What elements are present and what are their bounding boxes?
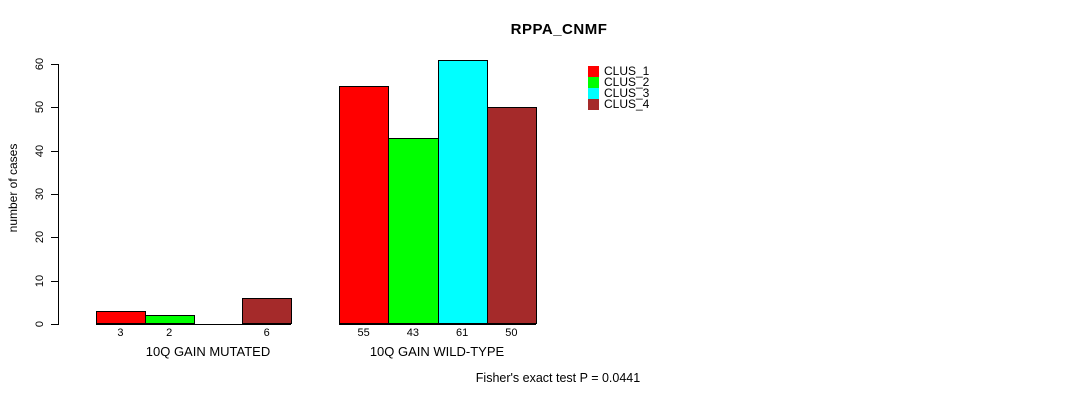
legend: CLUS_1 CLUS_2 CLUS_3 CLUS_4 xyxy=(588,64,650,111)
bar-clus_4 xyxy=(486,107,537,324)
legend-label: CLUS_2 xyxy=(604,75,650,89)
bar-count-label: 3 xyxy=(117,327,124,339)
x-axis-group-label: 10Q GAIN WILD-TYPE xyxy=(369,344,505,359)
bar-count-label: 2 xyxy=(166,327,173,339)
y-axis-tick-label: 0 xyxy=(34,320,46,328)
fisher-test-annotation: Fisher's exact test P = 0.0441 xyxy=(475,371,641,385)
legend-swatch-icon xyxy=(588,88,599,99)
legend-row: CLUS_2 xyxy=(588,75,650,89)
legend-label: CLUS_1 xyxy=(604,64,650,78)
bar-count-label: 61 xyxy=(456,327,469,339)
bar-clus_3 xyxy=(437,59,488,324)
y-axis-tick xyxy=(51,237,58,239)
legend-label: CLUS_4 xyxy=(604,97,650,111)
y-axis-tick-label: 10 xyxy=(34,274,46,287)
y-axis-tick-label: 50 xyxy=(34,101,46,114)
group-baseline xyxy=(96,324,291,325)
bar-clus_2 xyxy=(388,137,439,324)
y-axis-title: number of cases xyxy=(6,143,20,233)
bar-count-label: 50 xyxy=(505,327,518,339)
bar-clus_4 xyxy=(242,298,292,324)
y-axis-tick xyxy=(51,64,58,65)
y-axis-tick-label: 30 xyxy=(34,187,46,201)
bar-clus_1 xyxy=(96,311,146,324)
y-axis-tick-label: 20 xyxy=(34,231,46,244)
y-axis-line xyxy=(58,64,59,325)
chart-title: RPPA_CNMF xyxy=(510,21,608,38)
y-axis-tick-label: 60 xyxy=(34,57,46,71)
y-axis-tick xyxy=(51,324,58,325)
bar-count-label: 55 xyxy=(357,327,370,339)
bar-clus_2 xyxy=(144,315,195,324)
bar-count-label: 43 xyxy=(406,327,419,339)
y-axis-tick xyxy=(51,107,58,109)
y-axis-tick xyxy=(51,150,58,152)
y-axis-tick xyxy=(51,280,58,282)
legend-label: CLUS_3 xyxy=(604,86,650,100)
legend-row: CLUS_4 xyxy=(588,97,650,111)
legend-row: CLUS_1 xyxy=(588,64,650,78)
legend-row: CLUS_3 xyxy=(588,86,650,100)
group-baseline xyxy=(339,324,536,325)
bar-count-label: 6 xyxy=(263,327,270,339)
legend-swatch-icon xyxy=(588,66,599,77)
y-axis-tick xyxy=(51,194,58,195)
x-axis-group-label: 10Q GAIN MUTATED xyxy=(145,344,271,359)
legend-swatch-icon xyxy=(588,77,599,88)
bar-clus_1 xyxy=(339,85,390,324)
legend-swatch-icon xyxy=(588,99,599,110)
y-axis-tick-label: 40 xyxy=(34,144,46,157)
